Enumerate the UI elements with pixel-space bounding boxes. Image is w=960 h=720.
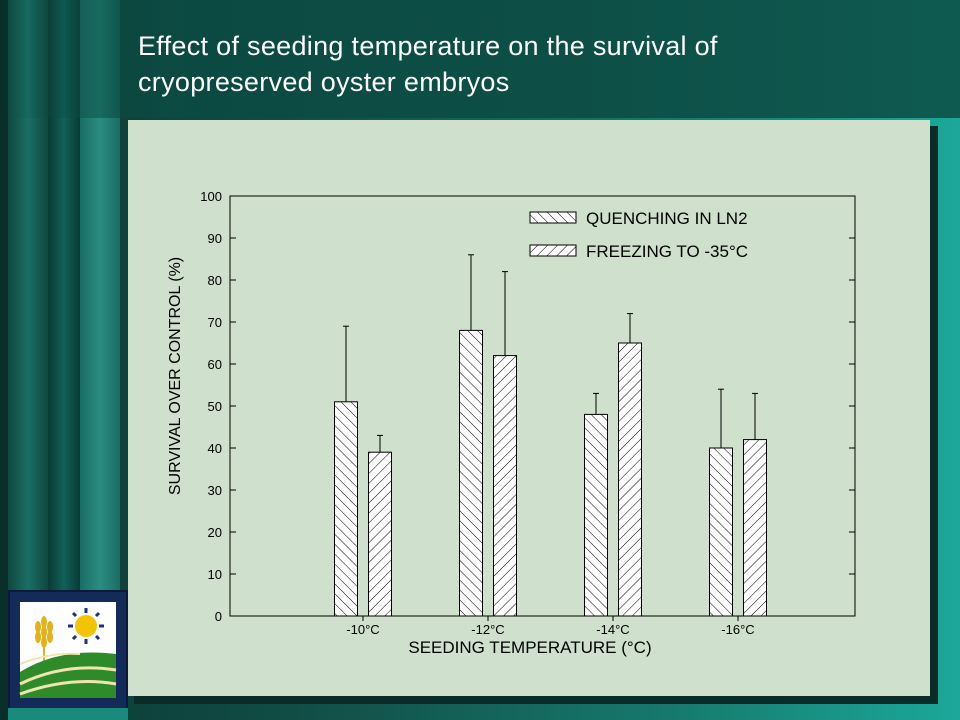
bar: [334, 401, 358, 617]
y-tick-label: 60: [208, 357, 222, 372]
bar: [459, 329, 483, 617]
y-tick-label: 50: [208, 399, 222, 414]
chart-bars: [334, 254, 767, 617]
y-tick-label: 100: [200, 189, 222, 204]
y-tick-label: 40: [208, 441, 222, 456]
x-axis-label: SEEDING TEMPERATURE (°C): [408, 638, 651, 657]
bar: [618, 342, 642, 617]
slide-title-line-1: Effect of seeding temperature on the sur…: [138, 31, 718, 61]
legend-label: FREEZING TO -35°C: [586, 242, 748, 261]
slide-title: Effect of seeding temperature on the sur…: [138, 28, 918, 100]
chart-legend: QUENCHING IN LN2 FREEZING TO -35°C: [529, 209, 748, 261]
y-tick-label: 80: [208, 273, 222, 288]
legend-label: QUENCHING IN LN2: [586, 209, 748, 228]
y-tick-label: 90: [208, 231, 222, 246]
y-axis-label: SURVIVAL OVER CONTROL (%): [167, 257, 184, 495]
y-tick-label: 20: [208, 525, 222, 540]
bar: [743, 439, 767, 617]
legend-swatch: [529, 211, 577, 224]
x-tick-label: -16°C: [721, 622, 754, 637]
y-tick-label: 70: [208, 315, 222, 330]
y-tick-label: 10: [208, 567, 222, 582]
x-tick-label: -10°C: [346, 622, 379, 637]
chart-panel: 0 10 20 30 40 50 60 70 80 90 100 -10°C -12°C -14°C -16…: [128, 120, 930, 696]
logo-base-strip: [8, 708, 128, 720]
x-tick-label: -14°C: [596, 622, 629, 637]
bar: [368, 451, 392, 617]
bar: [709, 447, 733, 617]
chart-axes: 0 10 20 30 40 50 60 70 80 90 100 -10°C -12°C -14°C -16…: [200, 189, 856, 637]
legend-swatch: [529, 244, 577, 257]
y-tick-label: 30: [208, 483, 222, 498]
y-tick-label: 0: [215, 609, 222, 624]
bar: [493, 355, 517, 617]
bar-chart: 0 10 20 30 40 50 60 70 80 90 100 -10°C -12°C -14°C -16…: [167, 189, 856, 657]
bar: [584, 413, 608, 617]
logo: [8, 590, 128, 710]
wheat-sun-field-logo-icon: [19, 602, 117, 698]
slide-title-line-2: cryopreserved oyster embryos: [138, 67, 510, 97]
title-band: [0, 0, 960, 118]
x-tick-label: -12°C: [471, 622, 504, 637]
